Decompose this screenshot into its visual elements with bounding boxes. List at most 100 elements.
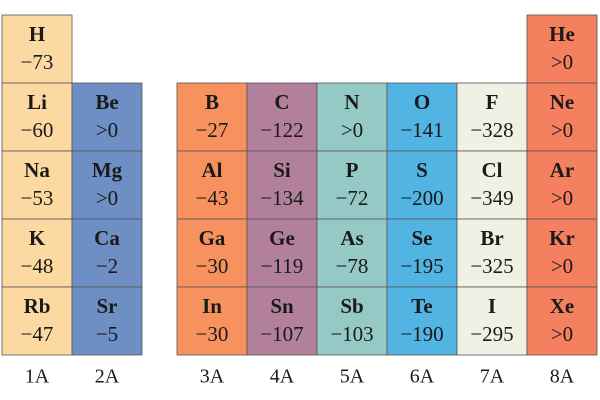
electron-affinity: −78 [336,254,369,278]
element-cell [1,150,73,220]
element-symbol: B [205,90,219,114]
group-label: 6A [410,366,435,388]
element-cell [176,286,248,356]
electron-affinity: >0 [96,186,118,210]
electron-affinity: −349 [470,186,513,210]
electron-affinity: −48 [21,254,54,278]
element-symbol: Xe [550,294,575,318]
electron-affinity: >0 [551,50,573,74]
group-label: 8A [550,366,575,388]
element-symbol: Cl [482,158,503,182]
element-symbol: Ar [550,158,575,182]
element-cell [246,286,318,356]
electron-affinity: >0 [551,186,573,210]
electron-affinity: −27 [196,118,229,142]
electron-affinity: −122 [260,118,303,142]
element-cell [316,82,388,152]
group-label: 1A [25,366,50,388]
electron-affinity: −107 [260,322,303,346]
group-label: 4A [270,366,295,388]
element-cell [71,82,143,152]
electron-affinity: −141 [400,118,443,142]
electron-affinity: −30 [196,254,229,278]
element-cell [246,82,318,152]
electron-affinity: −190 [400,322,443,346]
group-label: 2A [95,366,120,388]
element-symbol: K [29,226,46,250]
element-cell [456,286,528,356]
element-cell [176,82,248,152]
element-symbol: Si [273,158,291,182]
element-symbol: Al [202,158,223,182]
element-symbol: Li [27,90,47,114]
group-label: 3A [200,366,225,388]
element-cell [1,14,73,84]
element-cell [456,218,528,288]
element-symbol: Te [411,294,432,318]
element-symbol: He [549,22,575,46]
element-symbol: P [346,158,359,182]
electron-affinity: −43 [196,186,229,210]
element-symbol: I [488,294,496,318]
element-symbol: F [486,90,499,114]
electron-affinity: >0 [551,118,573,142]
element-symbol: Rb [24,294,51,318]
element-cell [386,150,458,220]
element-symbol: Se [412,226,433,250]
element-symbol: As [340,226,363,250]
element-cell [246,218,318,288]
element-cell [1,218,73,288]
element-symbol: Ne [550,90,575,114]
element-symbol: Ge [269,226,295,250]
element-cell [386,286,458,356]
electron-affinity: −5 [96,322,118,346]
element-symbol: Sn [270,294,294,318]
element-cell [246,150,318,220]
element-cell [526,218,598,288]
electron-affinity: −53 [21,186,54,210]
element-symbol: C [274,90,289,114]
electron-affinity: −2 [96,254,118,278]
electron-affinity: >0 [96,118,118,142]
element-symbol: In [202,294,222,318]
element-cell [316,150,388,220]
electron-affinity: −60 [21,118,54,142]
element-symbol: Sb [340,294,363,318]
element-cell [456,150,528,220]
element-symbol: Na [24,158,50,182]
element-symbol: Br [480,226,503,250]
element-symbol: H [29,22,45,46]
element-cell [1,82,73,152]
electron-affinity: −134 [260,186,304,210]
element-cell [526,82,598,152]
electron-affinity: −119 [261,254,304,278]
group-label: 5A [340,366,365,388]
element-cell [71,286,143,356]
electron-affinity: −103 [330,322,373,346]
element-symbol: Kr [549,226,575,250]
element-cell [176,218,248,288]
element-cell [316,218,388,288]
electron-affinity: −30 [196,322,229,346]
electron-affinity: −328 [470,118,513,142]
element-cell [386,82,458,152]
element-symbol: Mg [92,158,123,182]
element-cell [71,218,143,288]
element-symbol: N [344,90,359,114]
element-symbol: Ca [94,226,120,250]
electron-affinity: −47 [21,322,54,346]
element-symbol: Ga [199,226,226,250]
group-label: 7A [480,366,505,388]
element-symbol: S [416,158,428,182]
electron-affinity: >0 [341,118,363,142]
electron-affinity: −73 [21,50,54,74]
electron-affinity: −200 [400,186,443,210]
element-cell [526,14,598,84]
element-symbol: Sr [97,294,118,318]
electron-affinity: −295 [470,322,513,346]
element-cell [526,286,598,356]
element-cell [316,286,388,356]
electron-affinity: −195 [400,254,443,278]
element-symbol: O [414,90,430,114]
